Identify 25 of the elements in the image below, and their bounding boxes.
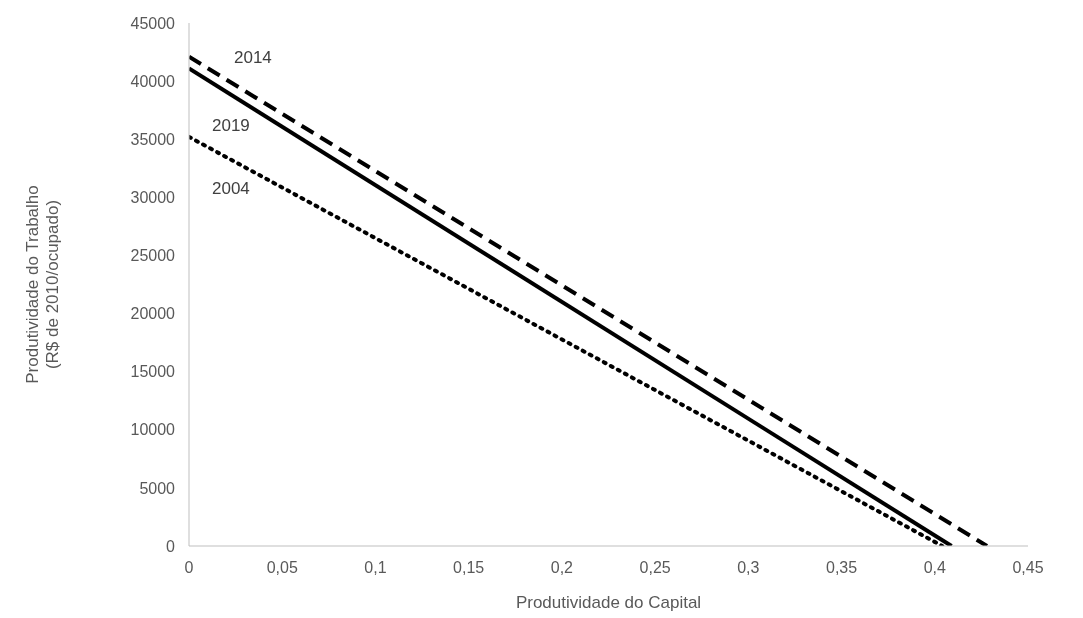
y-tick-label: 15000 bbox=[130, 363, 176, 381]
y-tick-label: 20000 bbox=[130, 305, 176, 323]
y-tick-label: 35000 bbox=[130, 130, 176, 148]
annotation: 2019 bbox=[212, 116, 250, 136]
x-tick-label: 0,45 bbox=[1012, 559, 1044, 577]
x-tick-label: 0,2 bbox=[550, 559, 574, 577]
x-tick-label: 0,05 bbox=[266, 559, 298, 577]
y-tick-label: 30000 bbox=[130, 189, 176, 207]
x-axis-title: Produtividade do Capital bbox=[515, 593, 702, 612]
y-tick-label: 40000 bbox=[130, 72, 176, 90]
x-tick-label: 0,35 bbox=[825, 559, 858, 577]
y-tick-label: 25000 bbox=[130, 247, 176, 265]
x-tick-label: 0,1 bbox=[364, 559, 387, 577]
x-tick-label: 0 bbox=[184, 559, 194, 577]
annotation: 2014 bbox=[234, 48, 272, 68]
x-tick-label: 0,25 bbox=[639, 559, 671, 577]
x-tick-label: 0,3 bbox=[737, 559, 760, 577]
y-tick-label: 10000 bbox=[130, 421, 176, 439]
x-tick-label: 0,4 bbox=[923, 559, 946, 577]
y-axis-title: Produtividade do Trabalho (R$ de 2010/ocupado) bbox=[22, 185, 63, 384]
y-tick-label: 5000 bbox=[139, 479, 176, 497]
y-tick-label: 45000 bbox=[130, 14, 176, 32]
x-tick-label: 0,15 bbox=[453, 559, 485, 577]
y-tick-label: 0 bbox=[166, 537, 176, 555]
annotation: 2004 bbox=[212, 179, 250, 199]
